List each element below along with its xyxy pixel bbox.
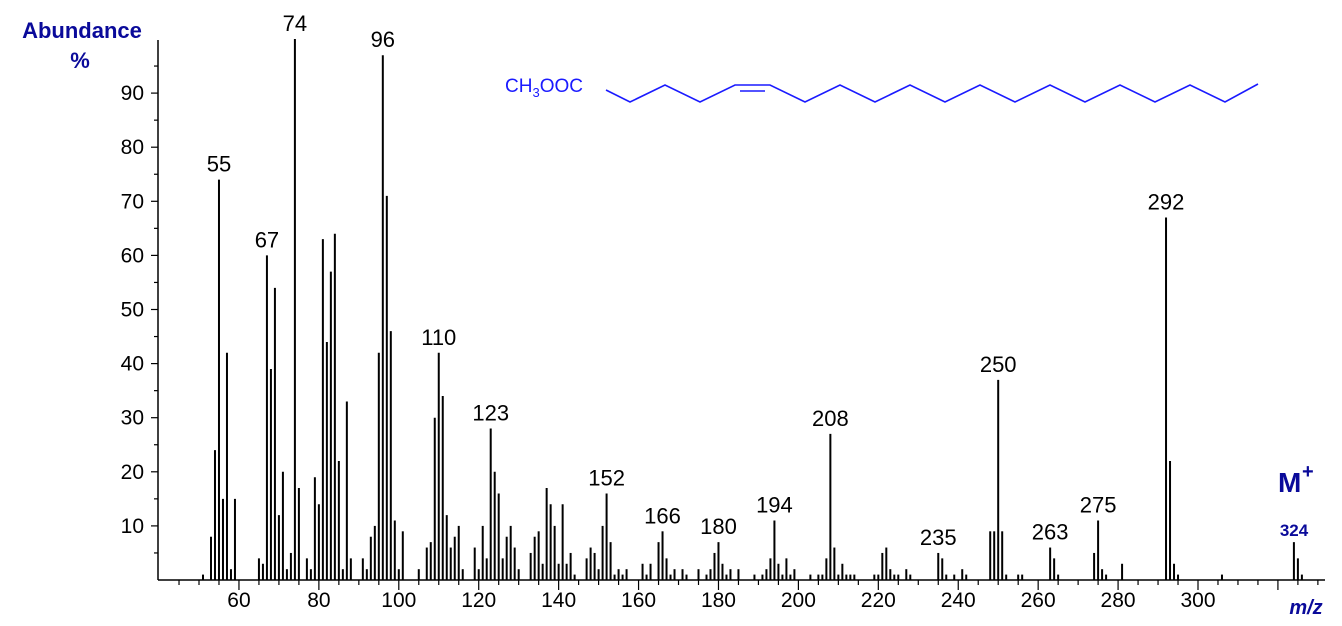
peak-label-235: 235 [920,525,957,550]
x-tick-label: 180 [701,589,736,612]
y-tick-label: 20 [121,461,144,484]
y-tick-label: 90 [121,82,144,105]
peak-label-180: 180 [700,514,737,539]
x-tick-label: 100 [381,589,416,612]
y-tick-label: 70 [121,190,144,213]
x-axis-label: m/z [1289,597,1322,619]
chemical-structure: CH3OOC [505,76,1259,103]
peak-label-110: 110 [421,325,456,350]
svg-text:+: + [1302,461,1314,483]
x-tick-label: 280 [1101,589,1136,612]
ester-group-label: CH3OOC [505,76,583,100]
x-tick-label: 60 [227,589,250,612]
y-tick-label: 80 [121,136,144,159]
peak-label-166: 166 [644,503,681,528]
peak-label-96: 96 [371,27,395,52]
peak-bars [201,39,1303,580]
peak-label-292: 292 [1148,190,1185,215]
peak-label-275: 275 [1080,492,1117,517]
molecular-ion-label: M + [1278,461,1314,498]
peak-label-250: 250 [980,352,1017,377]
x-tick-label: 120 [461,589,496,612]
y-axis-label: Abundance [22,18,142,43]
x-tick-label: 200 [781,589,816,612]
x-tick-label: 220 [861,589,896,612]
molecular-ion-mz-label: 324 [1280,521,1309,540]
y-axis-label-unit: % [70,48,90,73]
peak-label-208: 208 [812,406,849,431]
x-tick-label: 260 [1021,589,1056,612]
peak-label-263: 263 [1032,520,1069,545]
x-tick-label: 80 [307,589,330,612]
x-tick-label: 140 [541,589,576,612]
peak-label-74: 74 [283,11,307,36]
x-tick-label: 300 [1180,589,1215,612]
peak-label-67: 67 [255,227,279,252]
peak-label-194: 194 [756,492,793,517]
y-tick-label: 50 [121,299,144,322]
peak-label-152: 152 [588,465,625,490]
carbon-chain [605,83,1259,103]
x-tick-label: 160 [621,589,656,612]
y-tick-label: 60 [121,244,144,267]
svg-text:M: M [1278,467,1301,498]
peak-label-123: 123 [472,401,509,426]
y-tick-label: 30 [121,407,144,430]
peak-labels: 55 67 74 96 110 123 152 166 180 194 208 235 250 263 27… [207,11,1185,550]
y-tick-label: 40 [121,353,144,376]
y-tick-label: 10 [121,515,144,538]
x-tick-label: 240 [941,589,976,612]
axes: 10 20 30 40 50 60 70 80 90 60 80 100 120 140 160 180 200… [121,40,1325,612]
peak-label-55: 55 [207,152,231,177]
